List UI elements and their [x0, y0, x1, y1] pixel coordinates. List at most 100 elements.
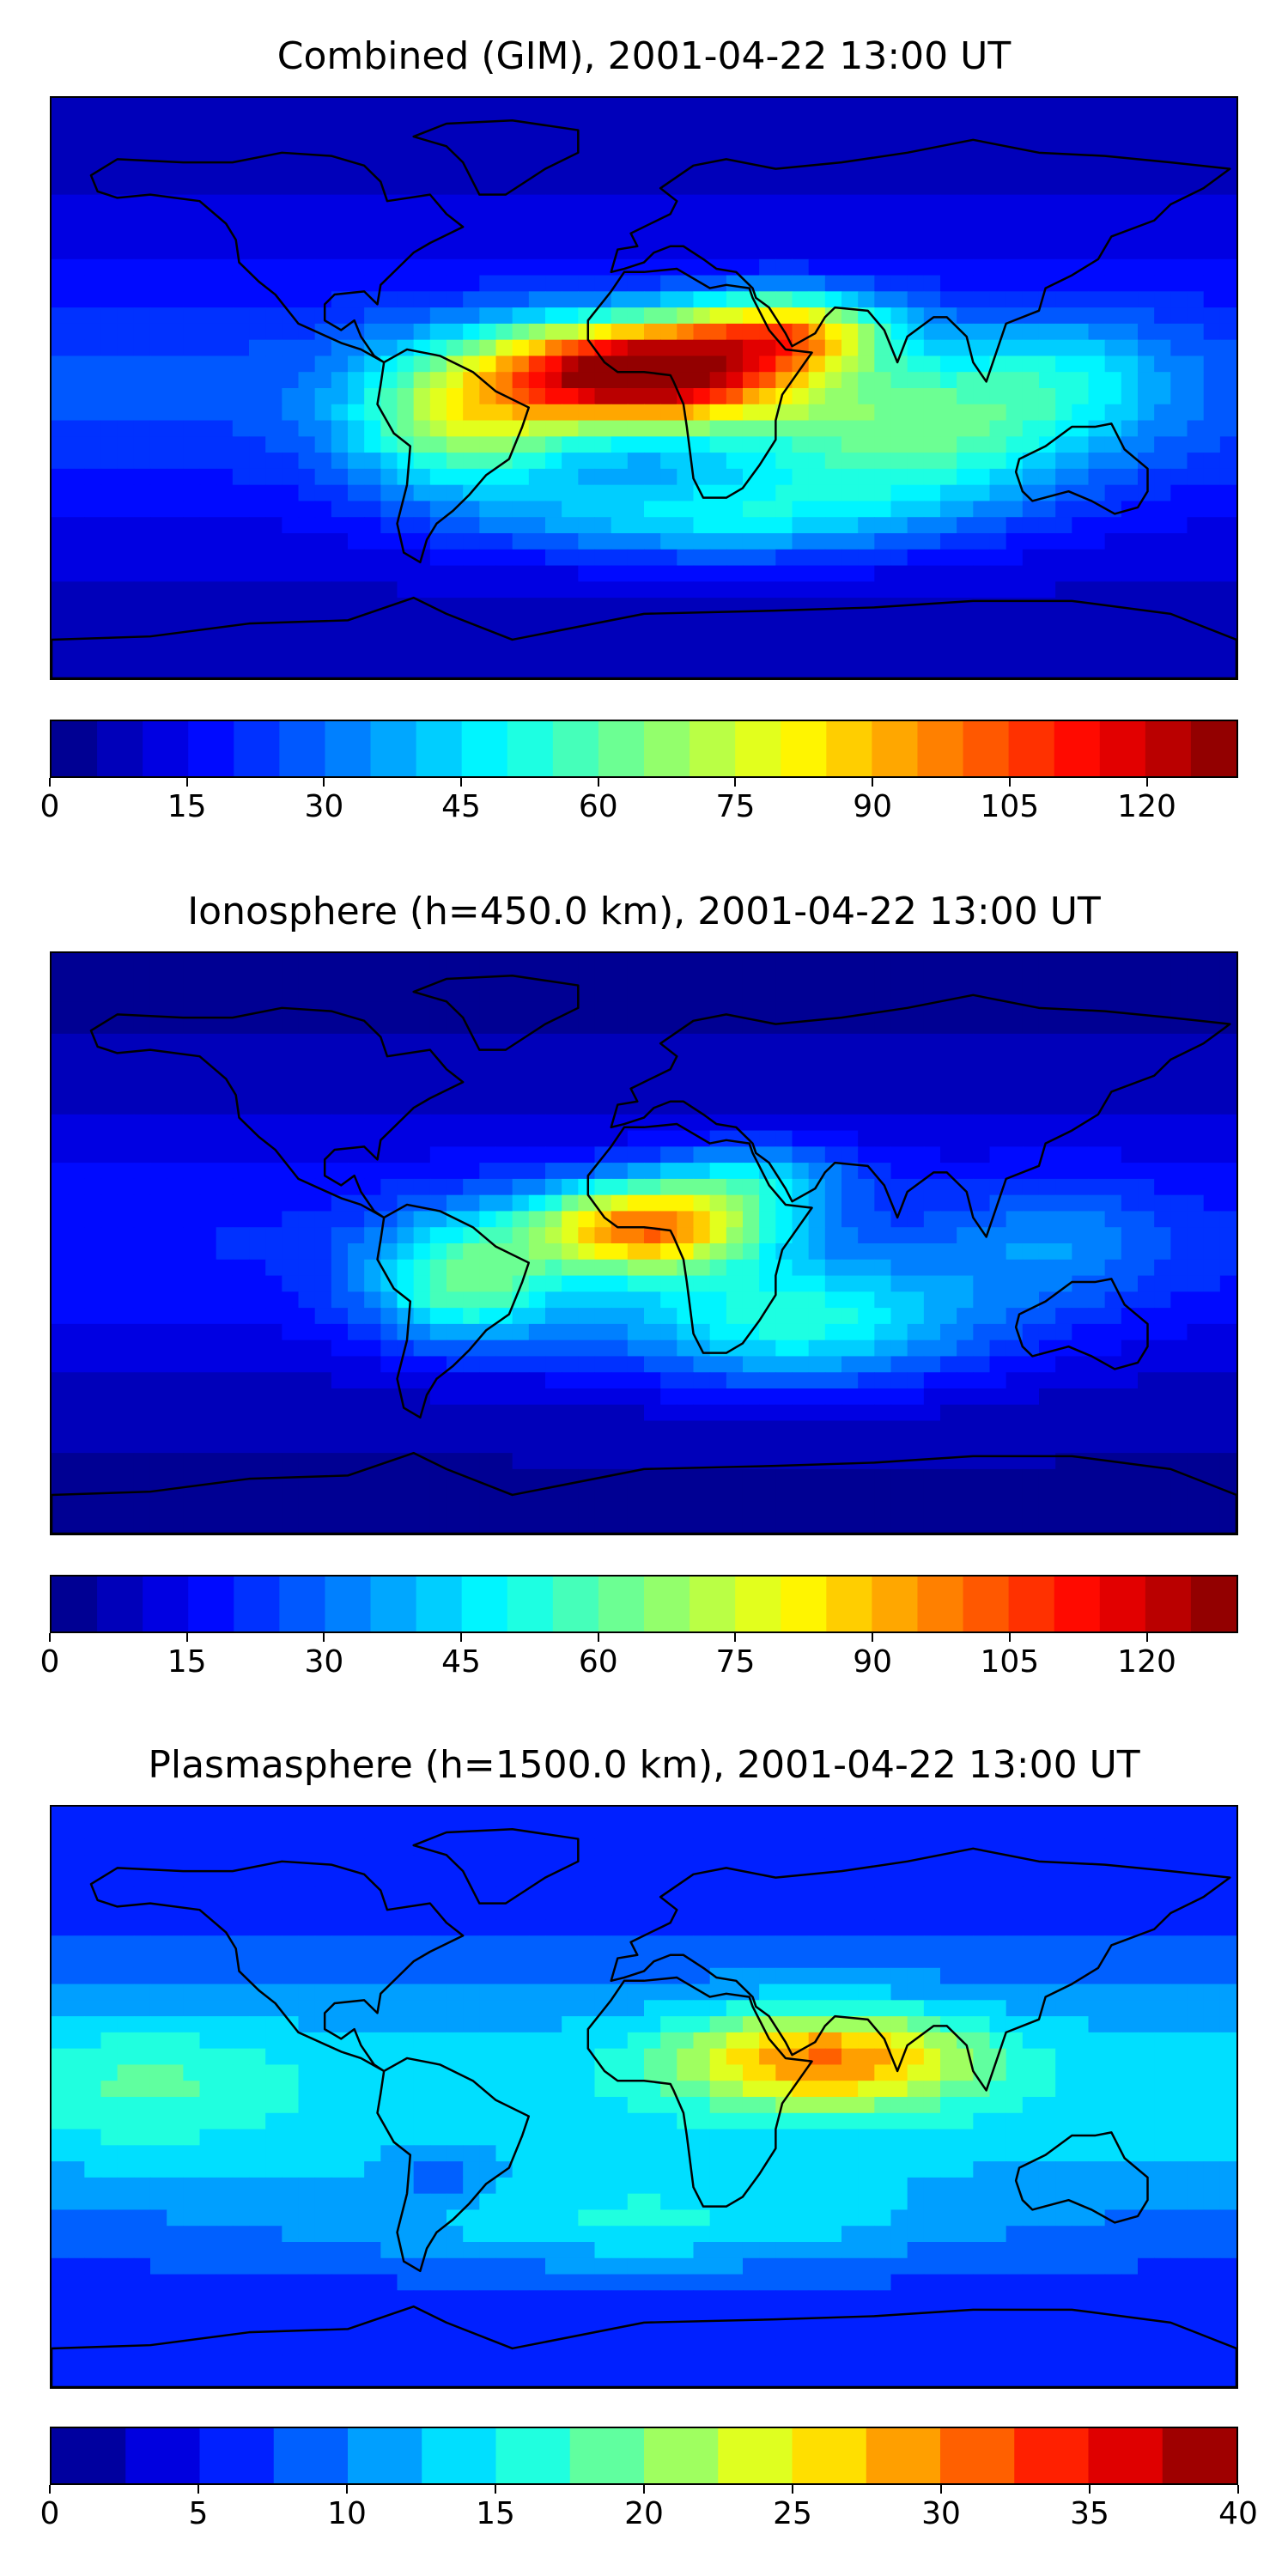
- tec-cell: [545, 1356, 562, 1373]
- tec-cell: [973, 1404, 991, 1422]
- colorbar-tick-mark: [1145, 778, 1148, 787]
- colorbar-tick-mark: [734, 778, 737, 787]
- tec-cell: [100, 1227, 118, 1244]
- tec-cell: [314, 1340, 332, 1358]
- tec-cell: [709, 1259, 727, 1277]
- tec-cell: [446, 1033, 464, 1051]
- tec-cell: [199, 565, 217, 582]
- tec-cell: [249, 1323, 266, 1341]
- tec-cell: [611, 275, 629, 292]
- tec-cell: [1038, 1211, 1056, 1228]
- tec-cell: [232, 307, 250, 325]
- tec-cell: [100, 404, 118, 422]
- tec-cell: [1055, 1082, 1072, 1099]
- tec-cell: [479, 1388, 497, 1406]
- tec-cell: [1005, 1082, 1024, 1099]
- tec-cell: [298, 1275, 316, 1292]
- tec-cell: [282, 146, 300, 163]
- tec-cell: [149, 484, 167, 502]
- tec-cell: [1170, 598, 1188, 615]
- tec-cell: [775, 275, 793, 292]
- tec-cell: [562, 985, 579, 1002]
- tec-cell: [149, 953, 167, 970]
- tec-cell: [562, 1049, 579, 1067]
- tec-cell: [463, 210, 480, 228]
- tec-cell: [874, 1356, 892, 1373]
- tec-cell: [1121, 1275, 1139, 1292]
- tec-cell: [68, 1082, 85, 1099]
- tec-cell: [709, 1323, 727, 1341]
- tec-cell: [413, 484, 431, 502]
- tec-cell: [957, 581, 974, 598]
- tec-cell: [808, 1146, 826, 1163]
- tec-cell: [232, 1404, 250, 1422]
- tec-cell: [1187, 1163, 1205, 1180]
- tec-cell: [133, 1437, 151, 1454]
- tec-cell: [1203, 1098, 1221, 1115]
- tec-cell: [380, 501, 398, 518]
- tec-cell: [693, 1001, 711, 1018]
- tec-cell: [133, 178, 151, 196]
- tec-cell: [100, 1468, 118, 1486]
- tec-cell: [611, 1404, 629, 1422]
- tec-cell: [380, 613, 398, 631]
- tec-cell: [594, 1404, 612, 1422]
- tec-cell: [940, 1340, 957, 1358]
- coastline: [52, 596, 1236, 678]
- tec-cell: [282, 453, 300, 470]
- tec-cell: [1203, 1372, 1221, 1389]
- tec-cell: [824, 1308, 842, 1325]
- tec-cell: [413, 1437, 431, 1454]
- tec-cell: [709, 953, 727, 970]
- tec-cell: [133, 210, 151, 228]
- tec-cell: [84, 1468, 102, 1486]
- tec-cell: [742, 1388, 760, 1406]
- tec-cell: [1138, 436, 1155, 453]
- tec-cell: [199, 1243, 217, 1261]
- tec-cell: [68, 1033, 85, 1051]
- tec-cell: [512, 953, 530, 970]
- tec-cell: [709, 1243, 727, 1261]
- tec-cell: [199, 1308, 217, 1325]
- tec-cell: [100, 1453, 118, 1470]
- tec-cell: [923, 1243, 941, 1261]
- tec-cell: [512, 355, 530, 373]
- tec-cell: [1170, 581, 1188, 598]
- tec-cell: [940, 307, 957, 325]
- tec-cell: [726, 243, 744, 260]
- tec-cell: [429, 1130, 447, 1147]
- tec-cell: [874, 501, 892, 518]
- tec-cell: [314, 436, 332, 453]
- tec-cell: [1121, 130, 1139, 147]
- tec-cell: [117, 130, 135, 147]
- tec-cell: [1055, 1211, 1072, 1228]
- colorbar-swatch: [143, 721, 189, 776]
- tec-cell: [611, 372, 629, 389]
- tec-cell: [545, 146, 562, 163]
- colorbar-swatch: [461, 721, 508, 776]
- tec-cell: [68, 194, 85, 212]
- tec-cell: [578, 969, 596, 987]
- tec-cell: [463, 162, 480, 179]
- tec-cell: [216, 629, 234, 647]
- tec-cell: [528, 453, 546, 470]
- tec-cell: [759, 275, 776, 292]
- tec-cell: [429, 1437, 447, 1454]
- tec-cell: [249, 1194, 266, 1212]
- tec-cell: [314, 1404, 332, 1422]
- tec-cell: [429, 1194, 447, 1212]
- tec-cell: [940, 1404, 957, 1422]
- tec-cell: [199, 1291, 217, 1309]
- tec-cell: [677, 178, 695, 196]
- tec-cell: [677, 1066, 695, 1083]
- tec-cell: [149, 404, 167, 422]
- tec-cell: [314, 581, 332, 598]
- tec-cell: [611, 194, 629, 212]
- tec-cell: [841, 1308, 859, 1325]
- tec-cell: [1005, 243, 1024, 260]
- tec-cell: [216, 1018, 234, 1035]
- tec-cell: [858, 1388, 875, 1406]
- tec-cell: [479, 1001, 497, 1018]
- tec-cell: [1138, 243, 1155, 260]
- tec-cell: [1038, 210, 1056, 228]
